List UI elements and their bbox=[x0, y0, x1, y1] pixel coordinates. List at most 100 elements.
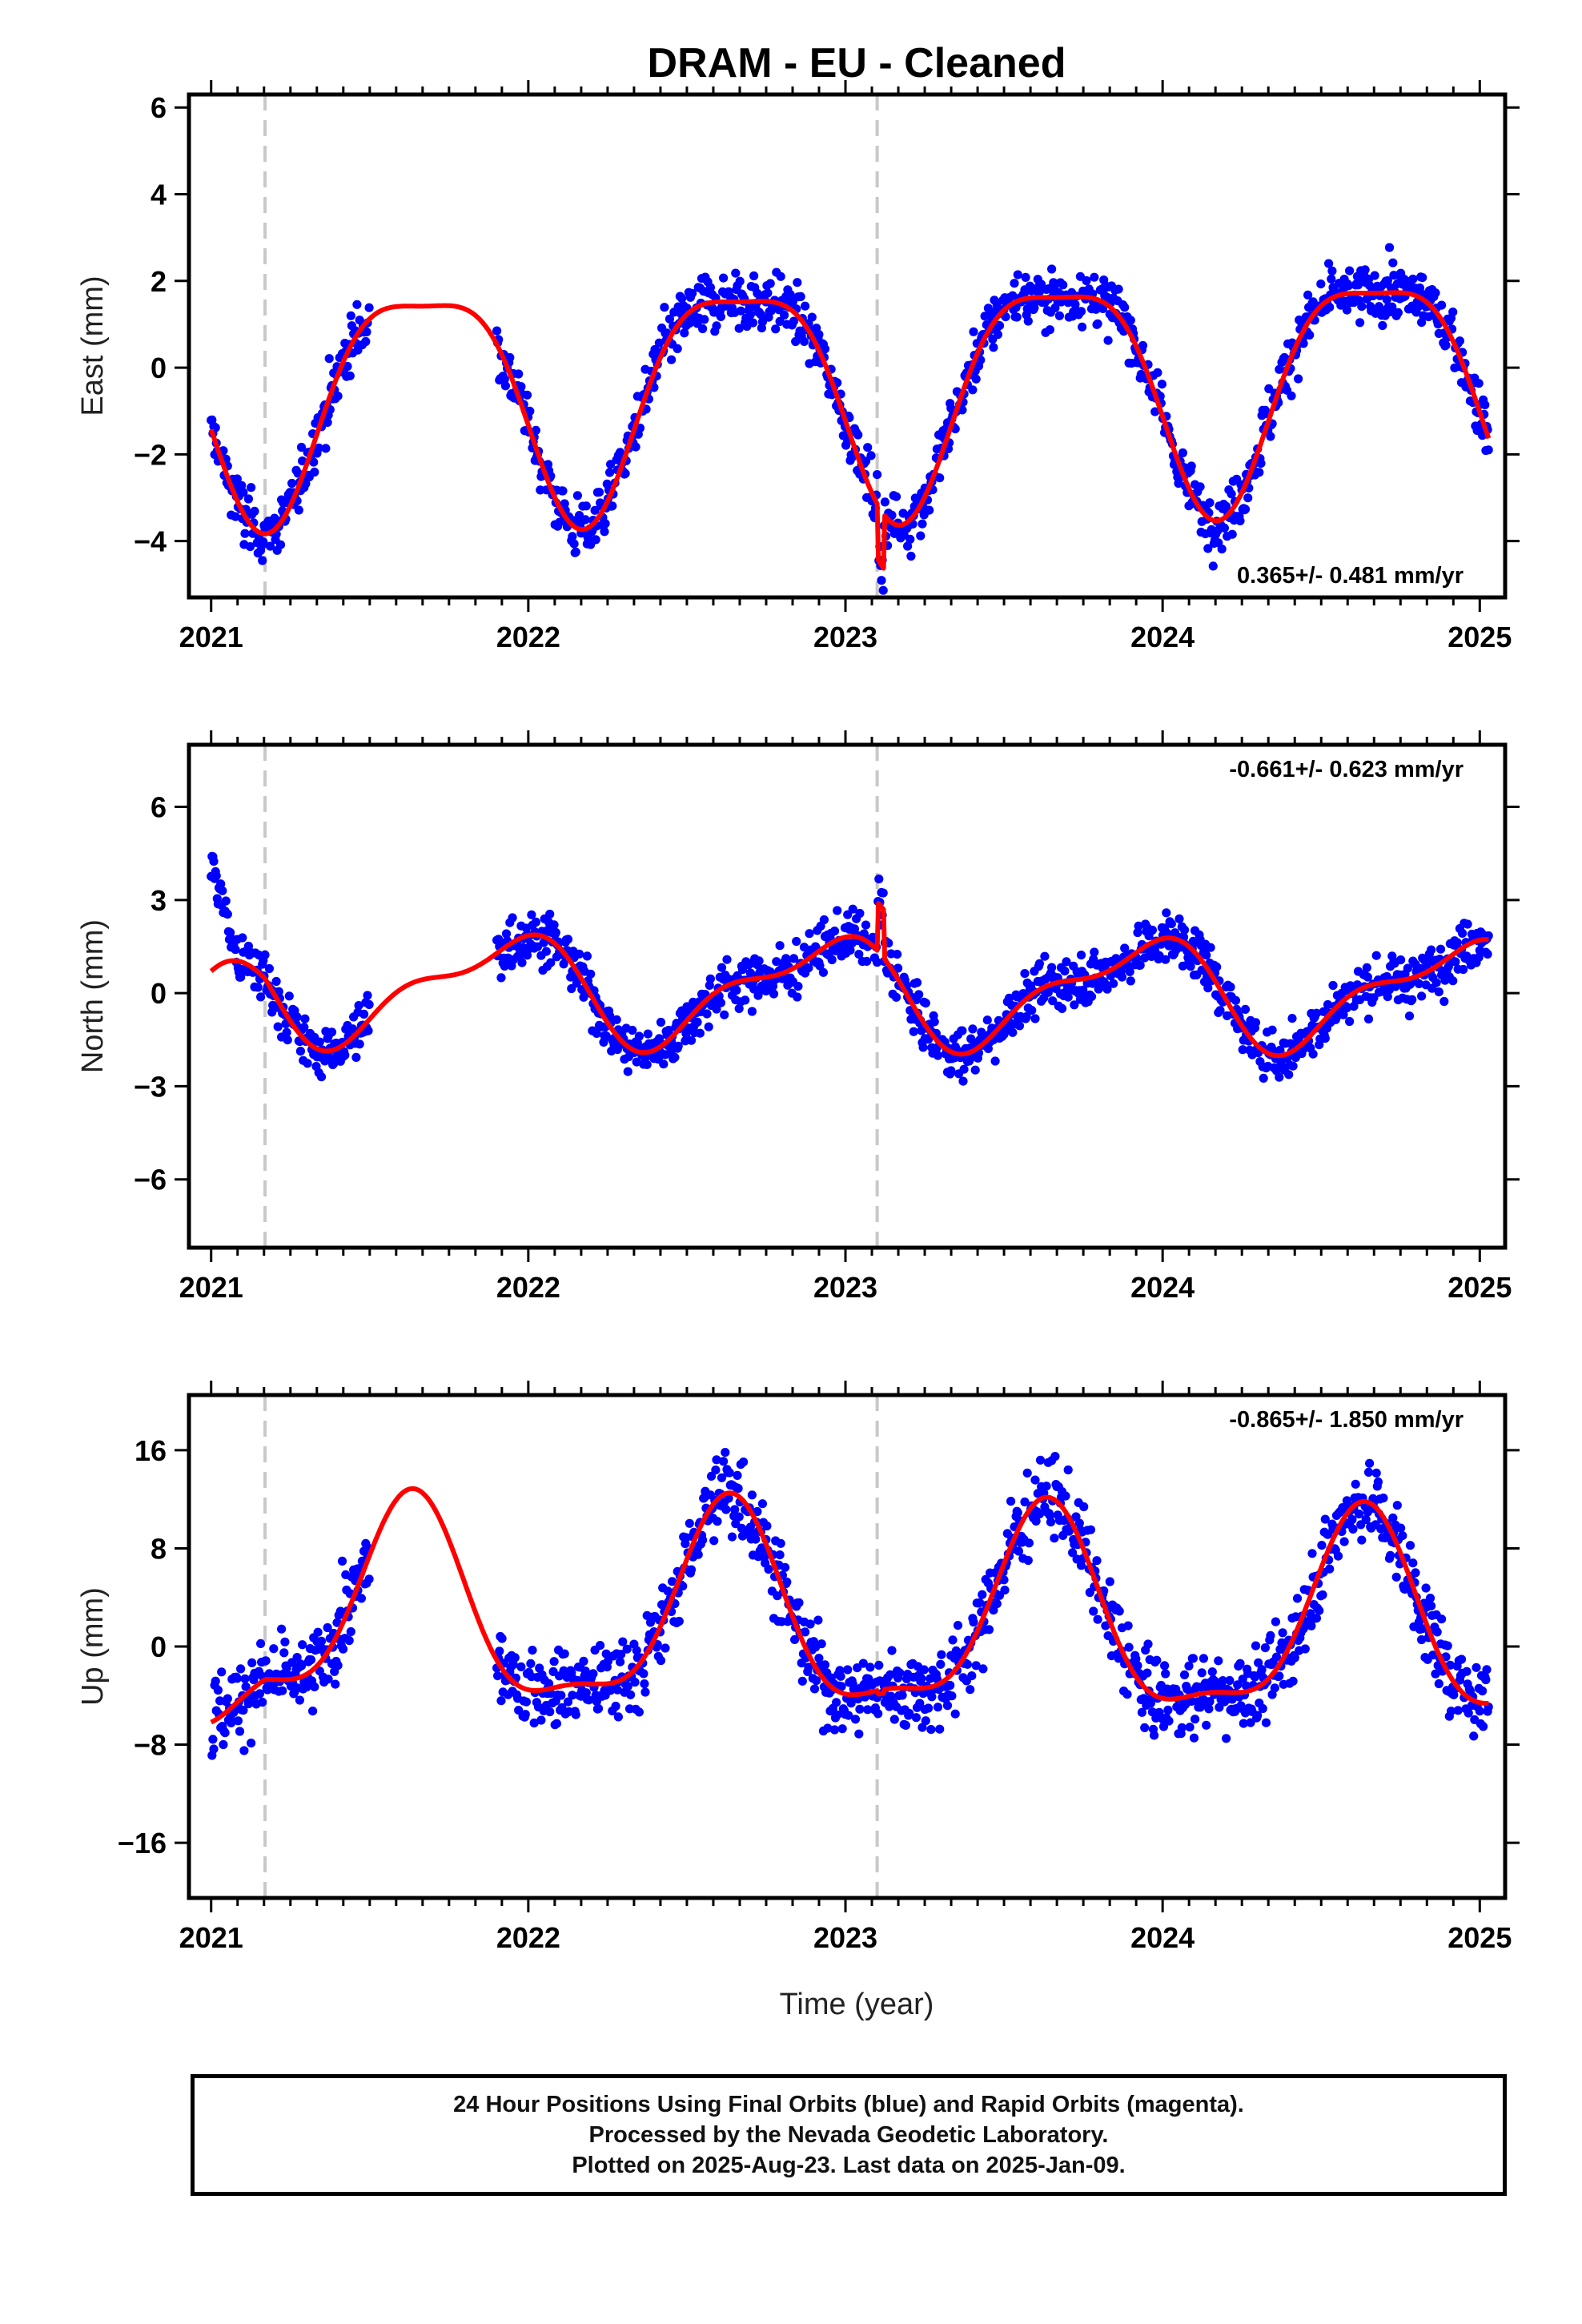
data-point bbox=[237, 480, 247, 490]
data-point bbox=[1215, 1006, 1225, 1015]
y-tick-label: −6 bbox=[134, 1164, 167, 1196]
data-point bbox=[919, 1665, 929, 1675]
data-point bbox=[584, 1695, 594, 1705]
data-point bbox=[1030, 1475, 1040, 1485]
data-point bbox=[1166, 919, 1176, 929]
x-tick-label: 2022 bbox=[496, 621, 560, 653]
data-point bbox=[1355, 1510, 1364, 1519]
data-point bbox=[1076, 951, 1086, 960]
data-point bbox=[1311, 1008, 1321, 1018]
data-point bbox=[1184, 1661, 1194, 1671]
data-point bbox=[905, 534, 915, 545]
data-point bbox=[917, 519, 927, 529]
data-point bbox=[545, 1707, 555, 1717]
data-point bbox=[1388, 1513, 1398, 1523]
data-point bbox=[500, 381, 511, 391]
data-point bbox=[275, 540, 286, 549]
data-point bbox=[1061, 1491, 1070, 1501]
data-point bbox=[1092, 1556, 1102, 1566]
data-point bbox=[711, 1466, 721, 1475]
data-point bbox=[975, 1598, 985, 1607]
data-point bbox=[1090, 272, 1099, 282]
data-point bbox=[323, 1675, 333, 1684]
data-point bbox=[903, 541, 913, 551]
data-point bbox=[673, 1041, 683, 1051]
data-point bbox=[1204, 1704, 1214, 1714]
data-point bbox=[579, 1656, 588, 1666]
data-point bbox=[674, 1616, 684, 1626]
data-point bbox=[600, 527, 609, 537]
data-point bbox=[781, 1562, 790, 1572]
data-point bbox=[1093, 319, 1102, 328]
data-point bbox=[264, 963, 274, 974]
data-point bbox=[855, 1704, 865, 1714]
data-point bbox=[1379, 1494, 1388, 1503]
data-point bbox=[1214, 1656, 1223, 1666]
data-point bbox=[1231, 995, 1241, 1005]
y-tick-label: 6 bbox=[151, 91, 167, 124]
data-point bbox=[712, 1455, 721, 1465]
data-point bbox=[946, 1066, 956, 1076]
data-point bbox=[296, 1661, 307, 1671]
data-point bbox=[1139, 1694, 1149, 1703]
data-point bbox=[1415, 283, 1425, 293]
data-point bbox=[1023, 1555, 1033, 1566]
data-point bbox=[1219, 523, 1229, 533]
data-point bbox=[1202, 951, 1211, 960]
data-point bbox=[606, 460, 616, 469]
data-point bbox=[1308, 1049, 1318, 1059]
data-point bbox=[296, 442, 307, 452]
data-point bbox=[1153, 368, 1162, 377]
data-point bbox=[1047, 264, 1057, 274]
data-point bbox=[1058, 1003, 1067, 1013]
panel-up: 2021 2022 2023 2024 2025 −16 −8 0 8 16 Up (mm) -0.8… bbox=[76, 1381, 1520, 1954]
data-point bbox=[891, 992, 901, 1002]
data-point bbox=[1342, 305, 1351, 315]
data-point bbox=[793, 278, 802, 287]
data-point bbox=[1351, 1479, 1360, 1489]
data-point bbox=[873, 470, 882, 480]
data-point bbox=[295, 1047, 305, 1056]
data-point bbox=[854, 1729, 864, 1739]
data-point bbox=[832, 1698, 841, 1707]
y-tick-label: 0 bbox=[151, 1630, 167, 1663]
data-point bbox=[1240, 1004, 1251, 1014]
data-point bbox=[877, 576, 886, 585]
data-point bbox=[302, 1683, 311, 1692]
data-point bbox=[801, 1627, 810, 1637]
data-point bbox=[1396, 1523, 1406, 1533]
data-point bbox=[668, 1577, 677, 1586]
data-point bbox=[1014, 1546, 1023, 1556]
data-point bbox=[1034, 959, 1044, 968]
data-point bbox=[1464, 1708, 1473, 1718]
data-point bbox=[1109, 979, 1118, 988]
data-point bbox=[918, 1043, 928, 1052]
x-tick-label: 2024 bbox=[1130, 1921, 1195, 1954]
data-point bbox=[924, 1035, 934, 1044]
data-point bbox=[497, 1634, 507, 1643]
data-point bbox=[845, 946, 855, 955]
data-point bbox=[1195, 1703, 1205, 1712]
data-point bbox=[1257, 1665, 1267, 1675]
data-point bbox=[1202, 1720, 1211, 1730]
data-point bbox=[1001, 312, 1010, 322]
data-point bbox=[1258, 1703, 1267, 1714]
data-point bbox=[1384, 243, 1395, 252]
data-point bbox=[563, 935, 573, 944]
data-point bbox=[705, 974, 716, 983]
data-point bbox=[820, 344, 830, 354]
data-point bbox=[596, 1641, 605, 1651]
data-point bbox=[1076, 307, 1086, 316]
data-point bbox=[1275, 364, 1284, 374]
data-point bbox=[775, 316, 785, 326]
data-point bbox=[321, 444, 331, 453]
data-point bbox=[1045, 1510, 1054, 1520]
data-point bbox=[1403, 963, 1412, 973]
data-point bbox=[1040, 951, 1050, 961]
data-point bbox=[1010, 279, 1019, 288]
data-point bbox=[1396, 955, 1406, 965]
data-point bbox=[308, 1707, 318, 1716]
data-point bbox=[492, 326, 502, 336]
data-point bbox=[1393, 308, 1403, 317]
data-point bbox=[1240, 505, 1251, 514]
